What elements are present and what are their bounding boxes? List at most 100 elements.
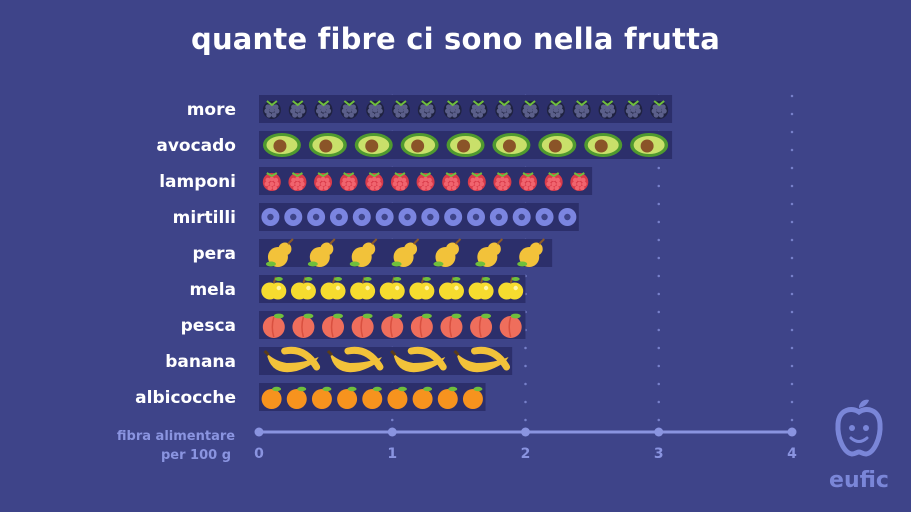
chart-title: quante fibre ci sono nella frutta — [190, 22, 721, 56]
x-tick-marker — [654, 427, 664, 437]
apple-icon — [379, 276, 405, 300]
category-label: avocado — [156, 136, 236, 156]
banana-icon — [326, 346, 384, 373]
raspberry-icon — [416, 172, 435, 191]
bar-albicocche — [259, 383, 486, 411]
pear-icon — [265, 238, 294, 267]
raspberry-icon — [288, 172, 307, 191]
peach-icon — [410, 313, 433, 338]
apple-icon — [350, 276, 376, 300]
blueberry-icon — [489, 208, 508, 226]
bar-more — [259, 95, 673, 123]
banana-icon — [263, 346, 321, 373]
pear-icon — [307, 238, 336, 267]
avocado-icon — [584, 133, 623, 157]
category-label: pesca — [181, 316, 236, 336]
banana-icon — [390, 346, 447, 373]
apple-face-icon — [835, 399, 883, 457]
pear-icon — [349, 238, 378, 267]
peach-icon — [440, 313, 463, 338]
x-tick-marker — [787, 427, 797, 437]
blueberry-icon — [307, 208, 326, 226]
category-label: albicocche — [135, 388, 236, 408]
x-axis: 0 1 2 3 4 — [254, 427, 797, 462]
raspberry-icon — [390, 172, 409, 191]
category-label: mirtilli — [173, 208, 236, 228]
raspberry-icon — [365, 172, 384, 191]
x-tick-marker — [521, 427, 530, 437]
blueberry-icon — [535, 208, 554, 226]
bars — [259, 95, 673, 411]
blackberry-icon — [314, 100, 333, 119]
banana-icon — [453, 346, 511, 373]
blueberry-icon — [375, 208, 394, 226]
blackberry-icon — [443, 100, 462, 119]
bar-pera — [259, 238, 553, 267]
x-tick-marker — [254, 427, 264, 437]
x-tick-label: 1 — [387, 446, 397, 462]
category-labels: more avocado lamponi mirtilli pera mela pesca b… — [135, 100, 236, 408]
bar-mirtilli — [259, 203, 579, 231]
blueberry-icon — [284, 208, 303, 226]
blackberry-icon — [262, 100, 281, 119]
peach-icon — [351, 313, 374, 338]
pear-icon — [475, 238, 504, 267]
peach-icon — [322, 313, 345, 338]
category-label: pera — [192, 244, 236, 264]
blackberry-icon — [650, 100, 669, 119]
raspberry-icon — [544, 172, 563, 191]
apricot-icon — [261, 386, 282, 409]
bar-banana — [259, 346, 513, 375]
x-tick-marker — [387, 427, 397, 437]
bar-mela — [259, 275, 526, 303]
bar-avocado — [259, 131, 673, 159]
peach-icon — [292, 313, 315, 338]
apple-icon — [409, 276, 435, 300]
raspberry-icon — [339, 172, 358, 191]
apricot-icon — [311, 386, 332, 409]
raspberry-icon — [314, 172, 333, 191]
avocado-icon — [538, 133, 577, 157]
apple-icon — [261, 276, 287, 300]
blackberry-icon — [598, 100, 617, 119]
apricot-icon — [387, 386, 408, 409]
apricot-icon — [437, 386, 458, 409]
apricot-icon — [362, 386, 383, 409]
apple-icon — [320, 276, 346, 300]
raspberry-icon — [570, 172, 589, 191]
raspberry-icon — [262, 172, 281, 191]
peach-icon — [470, 313, 493, 338]
blackberry-icon — [521, 100, 540, 119]
blackberry-icon — [391, 100, 410, 119]
avocado-icon — [400, 133, 439, 157]
blackberry-icon — [469, 100, 488, 119]
blackberry-icon — [572, 100, 591, 119]
avocado-icon — [446, 133, 485, 157]
raspberry-icon — [493, 172, 512, 191]
apricot-icon — [286, 386, 307, 409]
eufic-logo: eufic — [826, 398, 892, 498]
avocado-icon — [262, 133, 301, 157]
x-axis-label-line-1: fibra alimentare — [117, 429, 235, 444]
blueberry-icon — [261, 208, 280, 226]
blueberry-icon — [512, 208, 531, 226]
x-tick-label: 3 — [654, 446, 664, 462]
blueberry-icon — [444, 208, 463, 226]
raspberry-icon — [442, 172, 461, 191]
apple-icon — [438, 276, 464, 300]
blackberry-icon — [495, 100, 514, 119]
blackberry-icon — [366, 100, 385, 119]
category-label: mela — [189, 280, 236, 300]
x-tick-label: 2 — [521, 446, 531, 462]
raspberry-icon — [519, 172, 538, 191]
avocado-icon — [492, 133, 531, 157]
blueberry-icon — [421, 208, 440, 226]
peach-icon — [499, 313, 522, 338]
avocado-icon — [308, 133, 347, 157]
x-tick-label: 4 — [787, 446, 797, 462]
x-tick-label: 0 — [254, 446, 264, 462]
brand-name: eufic — [829, 468, 889, 493]
apple-icon — [498, 276, 524, 300]
blueberry-icon — [352, 208, 371, 226]
